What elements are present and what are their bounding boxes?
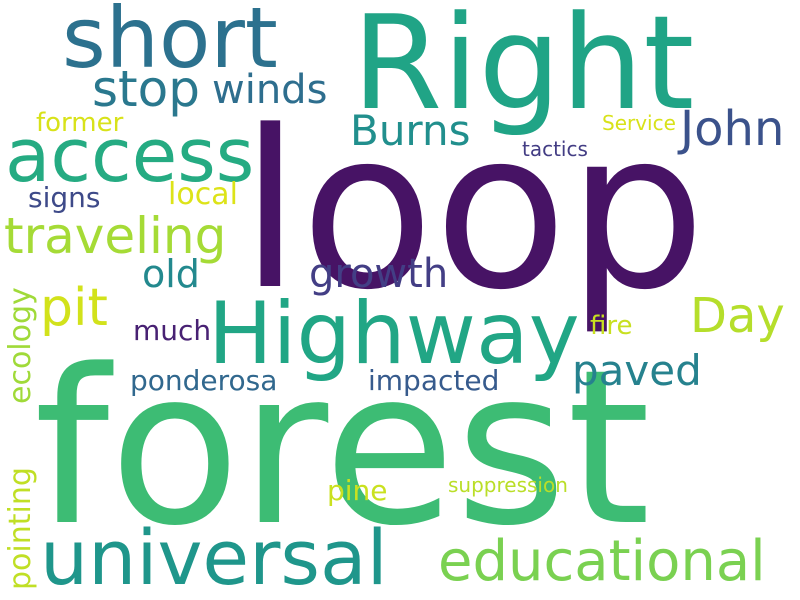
word-winds: winds [212, 67, 328, 113]
word-stop: stop [92, 60, 200, 118]
word-fire: fire [590, 311, 633, 341]
word-impacted: impacted [368, 364, 500, 397]
word-pit: pit [40, 278, 108, 338]
word-growth: growth [309, 251, 449, 297]
word-service: Service [602, 111, 676, 135]
word-local: local [168, 177, 238, 212]
word-traveling: traveling [4, 207, 227, 265]
word-paved: paved [572, 346, 702, 395]
word-tactics: tactics [522, 137, 588, 161]
word-day: Day [690, 288, 785, 344]
word-signs: signs [28, 181, 101, 214]
word-educational: educational [438, 529, 766, 594]
word-suppression: suppression [448, 473, 568, 497]
word-forest: forest [34, 324, 651, 573]
word-highway: Highway [208, 284, 580, 384]
word-old: old [142, 252, 200, 296]
word-access: access [5, 113, 255, 199]
word-ecology: ecology [3, 287, 38, 404]
word-ponderosa: ponderosa [130, 364, 278, 397]
word-right: Right [352, 0, 695, 139]
word-pointing: pointing [3, 467, 38, 590]
word-short: short [62, 0, 278, 87]
word-pine: pine [327, 474, 388, 507]
word-loop: loop [240, 85, 706, 338]
word-john: John [680, 101, 785, 157]
word-burns: Burns [350, 106, 471, 155]
word-much: much [133, 314, 212, 347]
word-former: former [36, 108, 124, 138]
word-universal: universal [40, 513, 388, 600]
